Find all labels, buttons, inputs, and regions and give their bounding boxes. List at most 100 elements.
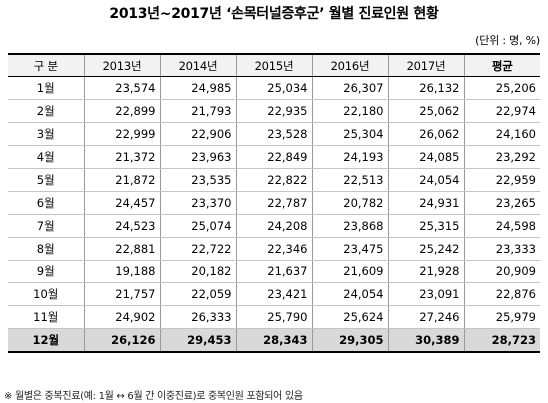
- value-cell: 24,902: [83, 305, 161, 330]
- value-cell: 26,062: [387, 122, 465, 147]
- monthly-patients-table: 구 분 2013년 2014년 2015년 2016년 2017년 평균 1월 2…: [8, 53, 540, 353]
- value-cell: 25,624: [311, 305, 389, 330]
- value-cell: 26,132: [387, 76, 465, 101]
- table-row: 5월 21,872 23,535 22,822 22,513 24,054 22,959: [8, 167, 540, 192]
- value-cell: 23,333: [463, 236, 540, 261]
- value-cell: 23,421: [235, 282, 313, 307]
- value-cell: 25,315: [387, 213, 465, 238]
- unit-label: (단위 : 명, %): [475, 34, 540, 47]
- table-row: 3월 22,999 22,906 23,528 25,304 26,062 24,160: [8, 122, 540, 147]
- month-cell: 2월: [8, 99, 85, 124]
- value-cell: 25,074: [159, 213, 237, 238]
- value-cell: 28,723: [463, 328, 540, 353]
- value-cell: 22,822: [235, 167, 313, 192]
- value-cell: 25,034: [235, 76, 313, 101]
- value-cell: 21,757: [83, 282, 161, 307]
- value-cell: 22,346: [235, 236, 313, 261]
- value-cell: 21,637: [235, 259, 313, 284]
- value-cell: 24,931: [387, 190, 465, 215]
- month-cell: 5월: [8, 167, 85, 192]
- value-cell: 24,054: [387, 167, 465, 192]
- value-cell: 26,126: [83, 328, 161, 353]
- value-cell: 29,305: [311, 328, 389, 353]
- value-cell: 29,453: [159, 328, 237, 353]
- month-cell: 10월: [8, 282, 85, 307]
- month-cell: 9월: [8, 259, 85, 284]
- value-cell: 24,160: [463, 122, 540, 147]
- header-2016: 2016년: [311, 53, 389, 78]
- value-cell: 22,935: [235, 99, 313, 124]
- value-cell: 22,906: [159, 122, 237, 147]
- table-row: 11월 24,902 26,333 25,790 25,624 27,246 25,979: [8, 305, 540, 330]
- value-cell: 23,475: [311, 236, 389, 261]
- table-row: 2월 22,899 21,793 22,935 22,180 25,062 22,974: [8, 99, 540, 124]
- header-2015: 2015년: [235, 53, 313, 78]
- value-cell: 22,881: [83, 236, 161, 261]
- value-cell: 21,793: [159, 99, 237, 124]
- value-cell: 20,182: [159, 259, 237, 284]
- table-row: 7월 24,523 25,074 24,208 23,868 25,315 24,598: [8, 213, 540, 238]
- value-cell: 22,876: [463, 282, 540, 307]
- value-cell: 24,523: [83, 213, 161, 238]
- value-cell: 24,193: [311, 145, 389, 169]
- header-2013: 2013년: [83, 53, 161, 78]
- value-cell: 23,091: [387, 282, 465, 307]
- value-cell: 24,085: [387, 145, 465, 169]
- value-cell: 23,292: [463, 145, 540, 169]
- table-row: 12월 26,126 29,453 28,343 29,305 30,389 28,723: [8, 328, 540, 353]
- value-cell: 20,909: [463, 259, 540, 284]
- page-title: 2013년~2017년 ‘손목터널증후군’ 월별 진료인원 현황: [109, 6, 439, 22]
- value-cell: 25,242: [387, 236, 465, 261]
- value-cell: 25,979: [463, 305, 540, 330]
- value-cell: 22,787: [235, 190, 313, 215]
- value-cell: 20,782: [311, 190, 389, 215]
- value-cell: 25,790: [235, 305, 313, 330]
- value-cell: 23,265: [463, 190, 540, 215]
- month-cell: 7월: [8, 213, 85, 238]
- value-cell: 25,206: [463, 76, 540, 101]
- value-cell: 26,307: [311, 76, 389, 101]
- value-cell: 21,372: [83, 145, 161, 169]
- month-cell: 12월: [8, 328, 85, 353]
- table-row: 4월 21,372 23,963 22,849 24,193 24,085 23,292: [8, 145, 540, 169]
- value-cell: 23,535: [159, 167, 237, 192]
- value-cell: 22,513: [311, 167, 389, 192]
- value-cell: 24,985: [159, 76, 237, 101]
- header-2017: 2017년: [387, 53, 465, 78]
- table-header-row: 구 분 2013년 2014년 2015년 2016년 2017년 평균: [8, 53, 540, 78]
- header-category: 구 분: [8, 53, 85, 78]
- value-cell: 24,598: [463, 213, 540, 238]
- table-row: 1월 23,574 24,985 25,034 26,307 26,132 25,206: [8, 76, 540, 101]
- value-cell: 24,208: [235, 213, 313, 238]
- header-2014: 2014년: [159, 53, 237, 78]
- table-row: 10월 21,757 22,059 23,421 24,054 23,091 22,876: [8, 282, 540, 307]
- value-cell: 22,959: [463, 167, 540, 192]
- value-cell: 27,246: [387, 305, 465, 330]
- footnote: ※ 월별은 중복진료(예: 1월 ↔ 6월 간 이중진료)로 중복인원 포함되어…: [4, 391, 303, 402]
- value-cell: 22,722: [159, 236, 237, 261]
- value-cell: 23,528: [235, 122, 313, 147]
- value-cell: 23,963: [159, 145, 237, 169]
- value-cell: 30,389: [387, 328, 465, 353]
- value-cell: 24,054: [311, 282, 389, 307]
- table-body: 1월 23,574 24,985 25,034 26,307 26,132 25,206 2월…: [8, 76, 540, 353]
- value-cell: 21,928: [387, 259, 465, 284]
- value-cell: 22,999: [83, 122, 161, 147]
- value-cell: 23,574: [83, 76, 161, 101]
- value-cell: 25,062: [387, 99, 465, 124]
- value-cell: 23,370: [159, 190, 237, 215]
- value-cell: 21,609: [311, 259, 389, 284]
- header-average: 평균: [463, 53, 540, 78]
- value-cell: 22,849: [235, 145, 313, 169]
- month-cell: 1월: [8, 76, 85, 101]
- value-cell: 21,872: [83, 167, 161, 192]
- value-cell: 19,188: [83, 259, 161, 284]
- value-cell: 22,899: [83, 99, 161, 124]
- month-cell: 11월: [8, 305, 85, 330]
- month-cell: 6월: [8, 190, 85, 215]
- table-row: 8월 22,881 22,722 22,346 23,475 25,242 23,333: [8, 236, 540, 261]
- value-cell: 28,343: [235, 328, 313, 353]
- table-row: 6월 24,457 23,370 22,787 20,782 24,931 23,265: [8, 190, 540, 215]
- table-row: 9월 19,188 20,182 21,637 21,609 21,928 20,909: [8, 259, 540, 284]
- value-cell: 26,333: [159, 305, 237, 330]
